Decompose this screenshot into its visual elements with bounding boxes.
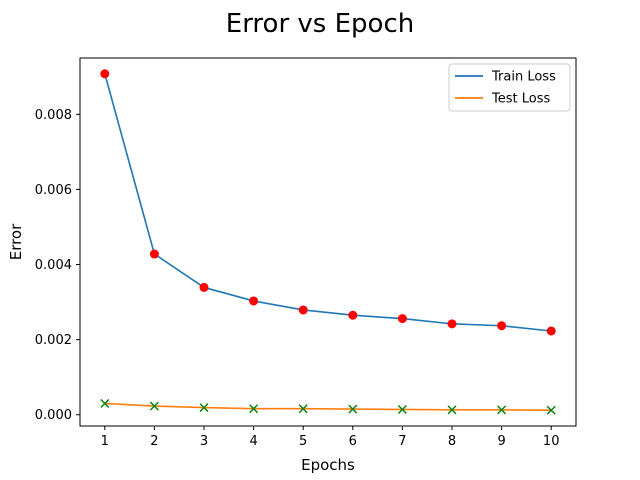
y-tick-label: 0.008 <box>35 108 72 123</box>
data-point <box>149 401 159 411</box>
x-axis-label: Epochs <box>301 456 355 474</box>
data-point <box>199 282 209 292</box>
y-axis-ticks: 0.000 0.002 0.004 0.006 0.008 <box>35 108 80 423</box>
legend-label: Test Loss <box>491 92 550 107</box>
data-point <box>348 404 358 414</box>
plot-frame <box>79 57 577 427</box>
series-line-2 <box>104 402 552 412</box>
x-axis-ticks: 1 2 3 4 5 6 7 8 9 10 <box>101 426 560 449</box>
data-point <box>100 398 110 408</box>
x-tick-label: 10 <box>543 434 560 449</box>
x-tick-label: 5 <box>299 434 307 449</box>
data-point <box>249 296 259 306</box>
y-tick-label: 0.006 <box>35 183 72 198</box>
x-tick-label: 3 <box>200 434 208 449</box>
data-point <box>397 314 407 324</box>
x-tick-label: 6 <box>349 434 357 449</box>
data-point <box>546 326 556 336</box>
x-tick-label: 9 <box>497 434 505 449</box>
data-point <box>249 404 259 414</box>
series-line-1 <box>104 73 552 332</box>
data-point <box>497 405 507 415</box>
data-point <box>199 403 209 413</box>
series-layer <box>100 69 556 415</box>
data-point <box>149 249 159 259</box>
data-point <box>100 69 110 79</box>
y-tick-label: 0.004 <box>35 258 72 273</box>
data-point <box>447 319 457 329</box>
y-axis-label: Error <box>7 223 25 260</box>
data-point <box>397 404 407 414</box>
legend-label: Train Loss <box>491 70 556 85</box>
data-point <box>546 405 556 415</box>
data-point <box>298 404 308 414</box>
y-tick-label: 0.002 <box>35 333 72 348</box>
x-tick-label: 1 <box>101 434 109 449</box>
x-tick-label: 7 <box>398 434 406 449</box>
data-point <box>497 321 507 331</box>
data-point <box>447 405 457 415</box>
y-tick-label: 0.000 <box>35 408 72 423</box>
x-tick-label: 4 <box>249 434 257 449</box>
x-tick-label: 8 <box>448 434 456 449</box>
x-tick-label: 2 <box>150 434 158 449</box>
chart-title: Error vs Epoch <box>226 9 414 39</box>
data-point <box>348 310 358 320</box>
data-point <box>298 305 308 315</box>
legend: Train Loss Test Loss <box>448 63 571 112</box>
plot-area <box>80 58 576 426</box>
